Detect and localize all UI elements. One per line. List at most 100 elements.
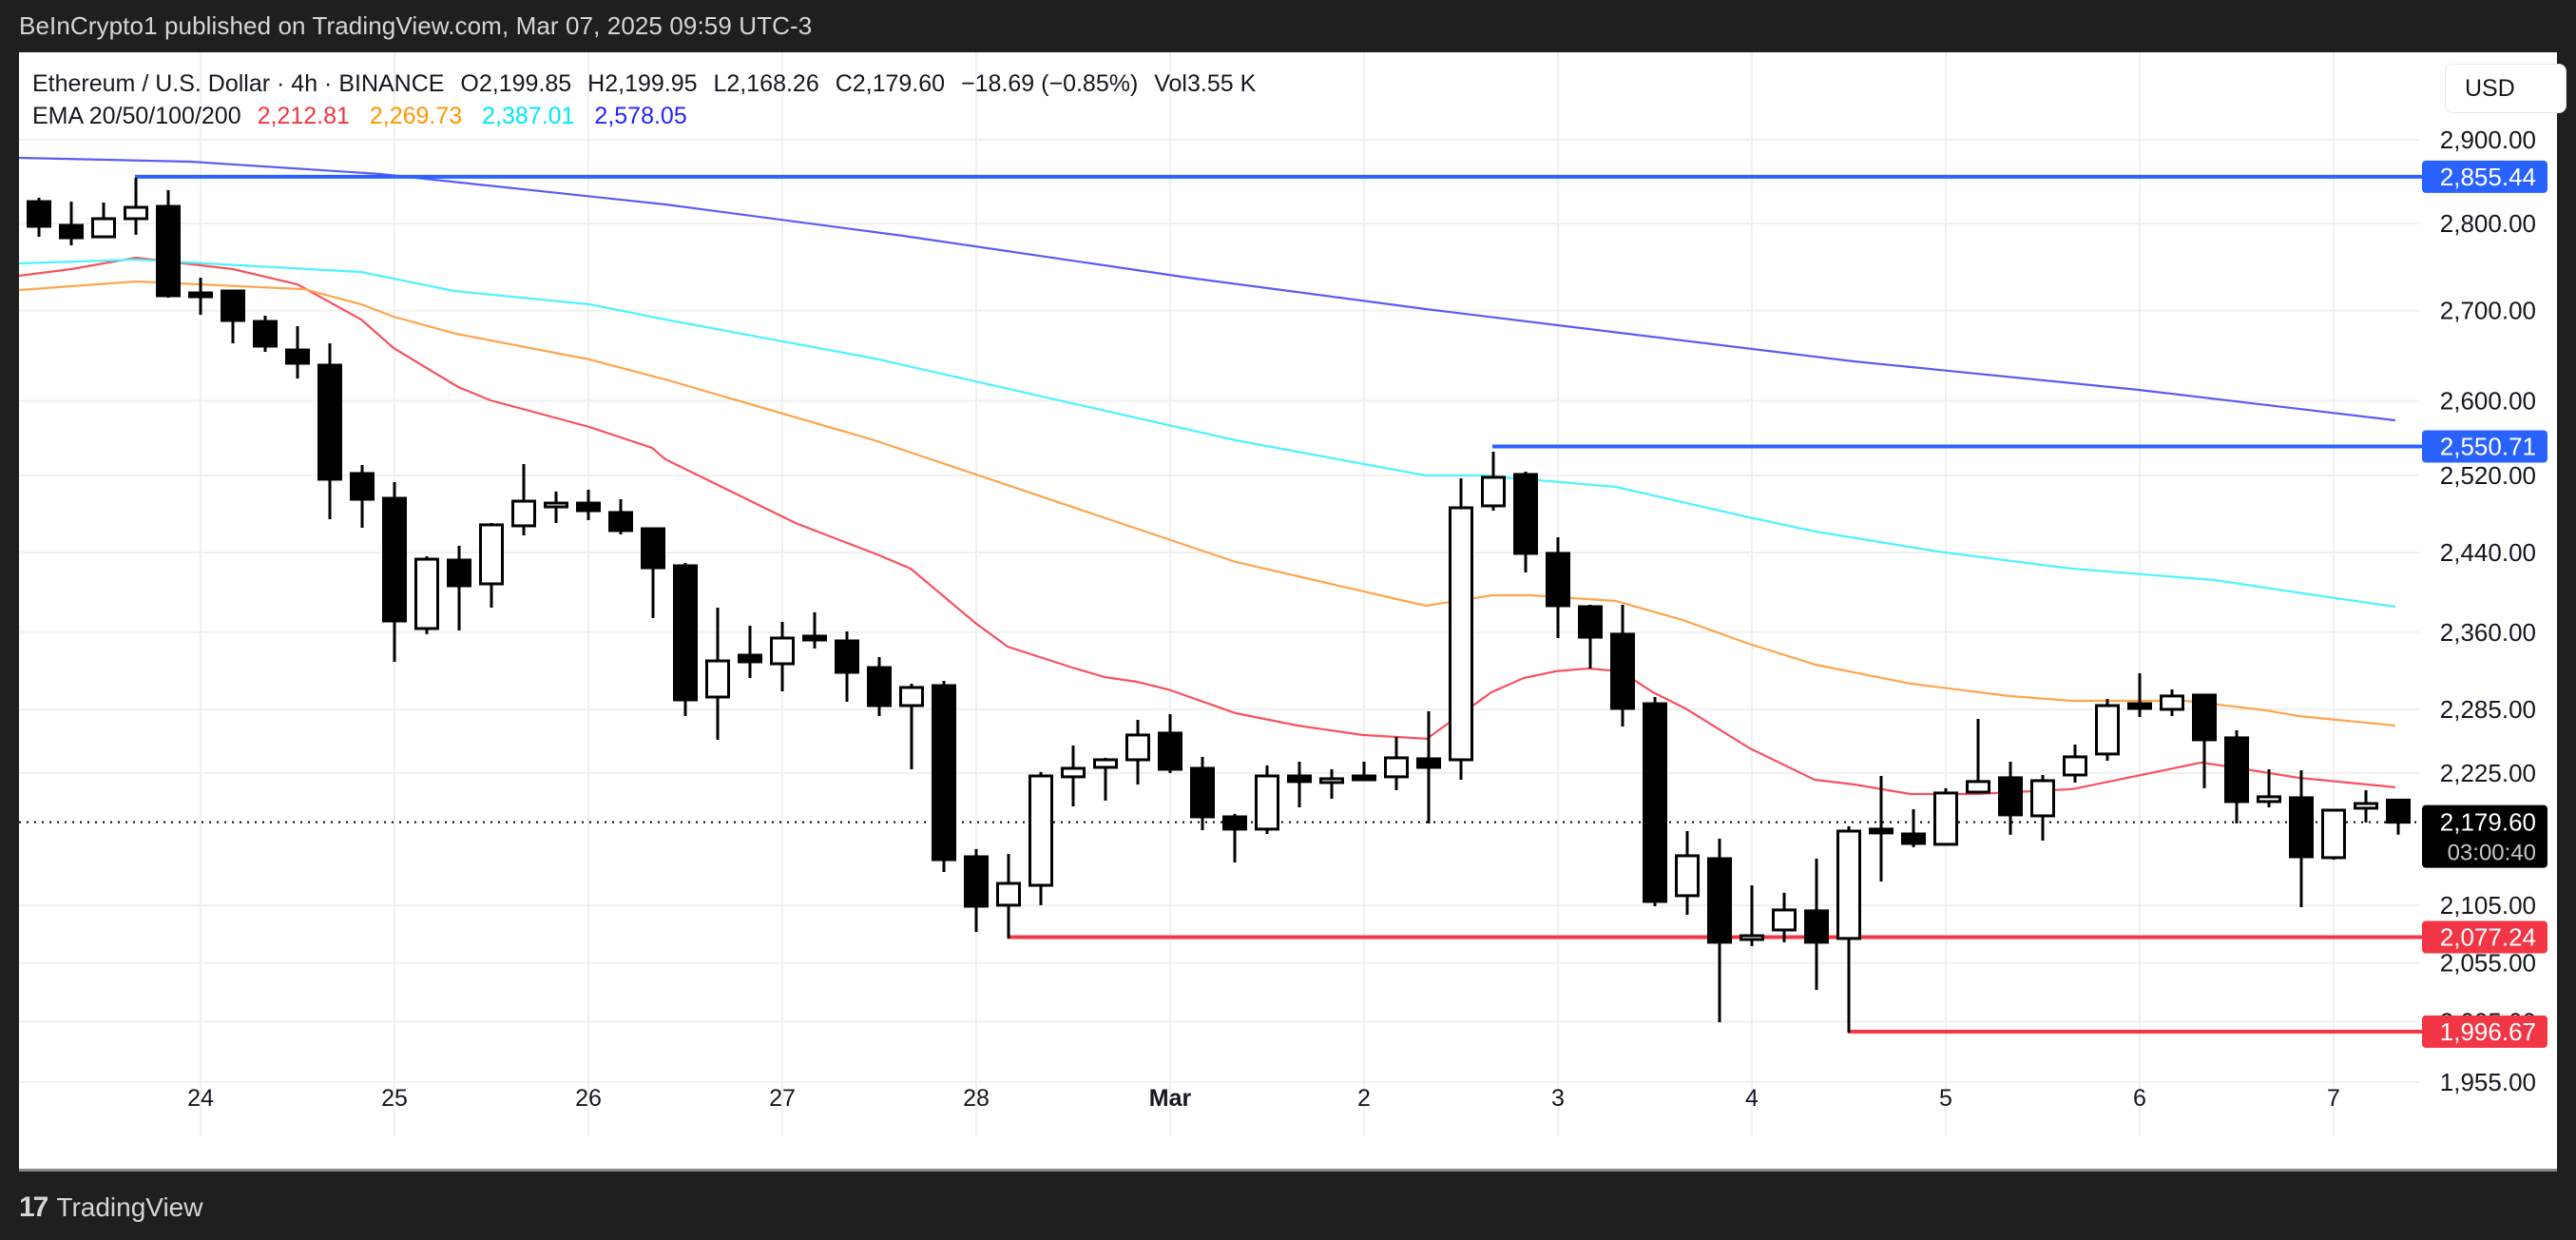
candle[interactable] xyxy=(221,289,245,344)
candle[interactable] xyxy=(1707,838,1732,1022)
candle[interactable] xyxy=(738,625,762,678)
candle[interactable] xyxy=(2127,672,2152,718)
candle[interactable] xyxy=(1449,477,1473,780)
candlestick-chart[interactable]: 2,900.00 2,800.00 2,700.00 2,600.00 2,520.00… xyxy=(19,52,2557,1172)
candle-body-down xyxy=(156,204,181,298)
candle[interactable] xyxy=(1804,858,1829,990)
candle[interactable] xyxy=(1028,771,1053,905)
candle[interactable] xyxy=(2095,698,2120,761)
candle[interactable] xyxy=(1610,605,1635,727)
candle[interactable] xyxy=(479,523,504,608)
candle[interactable] xyxy=(382,481,407,662)
candle-body-down xyxy=(932,684,956,862)
candle[interactable] xyxy=(317,343,342,519)
candle[interactable] xyxy=(1093,757,1118,801)
candle[interactable] xyxy=(1255,765,1279,835)
candle[interactable] xyxy=(899,683,924,769)
level-price-text: 2,550.71 xyxy=(2440,433,2536,461)
candle[interactable] xyxy=(1384,736,1409,790)
candle[interactable] xyxy=(1481,452,1506,512)
candle[interactable] xyxy=(770,621,795,692)
candle[interactable] xyxy=(1416,710,1441,823)
chart-panel[interactable]: Ethereum / U.S. Dollar · 4h · BINANCE O2… xyxy=(19,52,2566,1172)
candle[interactable] xyxy=(414,555,439,634)
tradingview-logo-icon[interactable]: 17 xyxy=(19,1192,48,1223)
candle[interactable] xyxy=(1740,884,1764,946)
candle[interactable] xyxy=(835,630,859,702)
candle[interactable] xyxy=(544,491,568,524)
ema100-value: 2,387.01 xyxy=(482,103,575,129)
candle[interactable] xyxy=(1578,605,1603,668)
level-price-text: 2,855.44 xyxy=(2440,163,2536,191)
candle[interactable] xyxy=(2289,770,2314,907)
candle[interactable] xyxy=(350,465,375,529)
candle[interactable] xyxy=(2192,693,2217,788)
candle-body-up xyxy=(1481,475,1506,508)
candle[interactable] xyxy=(576,489,601,520)
candle[interactable] xyxy=(1933,787,1958,846)
candle[interactable] xyxy=(447,546,471,630)
candle[interactable] xyxy=(932,681,956,872)
symbol-title[interactable]: Ethereum / U.S. Dollar · 4h · BINANCE xyxy=(32,70,445,97)
candle[interactable] xyxy=(2224,729,2249,823)
candle[interactable] xyxy=(1061,745,1086,806)
candle[interactable] xyxy=(1222,813,1247,862)
candle[interactable] xyxy=(1869,775,1894,882)
candle[interactable] xyxy=(705,607,730,740)
candle[interactable] xyxy=(996,853,1021,939)
candle[interactable] xyxy=(253,315,278,353)
candle[interactable] xyxy=(2030,774,2055,841)
candle[interactable] xyxy=(1675,830,1700,915)
candle[interactable] xyxy=(2257,768,2281,808)
candle[interactable] xyxy=(91,203,116,239)
candle[interactable] xyxy=(964,848,989,933)
ema200-value: 2,578.05 xyxy=(594,103,687,129)
candle-body-down xyxy=(382,496,407,623)
candle[interactable] xyxy=(673,562,698,717)
candle[interactable] xyxy=(1125,719,1150,785)
candle[interactable] xyxy=(608,499,633,534)
price-axis[interactable]: 2,900.00 2,800.00 2,700.00 2,600.00 2,520.00… xyxy=(2422,126,2547,1096)
candle[interactable] xyxy=(641,527,665,618)
candle-body-down xyxy=(1804,909,1829,944)
candle[interactable] xyxy=(1998,761,2023,835)
candle-body-up xyxy=(1933,791,1958,846)
currency-button[interactable]: USD xyxy=(2445,64,2566,113)
candle[interactable] xyxy=(1966,718,1990,794)
candle[interactable] xyxy=(1643,697,1667,906)
candle[interactable] xyxy=(1319,768,1344,799)
ema-indicator-title[interactable]: EMA 20/50/100/200 xyxy=(32,103,241,129)
tradingview-brand[interactable]: TradingView xyxy=(56,1192,203,1222)
candle[interactable] xyxy=(59,202,84,245)
price-tick-label: 2,800.00 xyxy=(2440,209,2536,238)
low-value: L2,168.26 xyxy=(713,70,819,97)
candle[interactable] xyxy=(511,464,536,535)
candle[interactable] xyxy=(1836,825,1861,1033)
bar-countdown: 03:00:40 xyxy=(2448,841,2536,866)
candle[interactable] xyxy=(2386,798,2411,835)
candle[interactable] xyxy=(1772,892,1797,942)
time-axis[interactable]: 24 25 26 27 28 Mar 2 3 4 5 6 7 xyxy=(187,1085,2340,1112)
candle[interactable] xyxy=(2321,808,2346,861)
candle[interactable] xyxy=(2160,689,2184,717)
candle[interactable] xyxy=(285,326,310,379)
candle[interactable] xyxy=(2063,744,2087,783)
candle-body-up xyxy=(1740,934,1764,941)
candle[interactable] xyxy=(1287,761,1312,808)
candle[interactable] xyxy=(1901,808,1926,847)
open-value: O2,199.85 xyxy=(460,70,572,97)
level-price-tag: 1,996.67 xyxy=(2422,1015,2547,1048)
candle[interactable] xyxy=(1352,761,1376,782)
candle-body-down xyxy=(1643,702,1667,903)
candle[interactable] xyxy=(156,189,181,299)
candle[interactable] xyxy=(124,178,148,235)
candle[interactable] xyxy=(802,611,827,649)
candle[interactable] xyxy=(1546,537,1570,638)
candle[interactable] xyxy=(27,197,51,238)
candle[interactable] xyxy=(1190,756,1215,830)
candle[interactable] xyxy=(2354,789,2378,823)
candle[interactable] xyxy=(188,278,213,316)
candle[interactable] xyxy=(867,657,892,717)
candle[interactable] xyxy=(1158,714,1182,773)
candle[interactable] xyxy=(1513,471,1538,573)
